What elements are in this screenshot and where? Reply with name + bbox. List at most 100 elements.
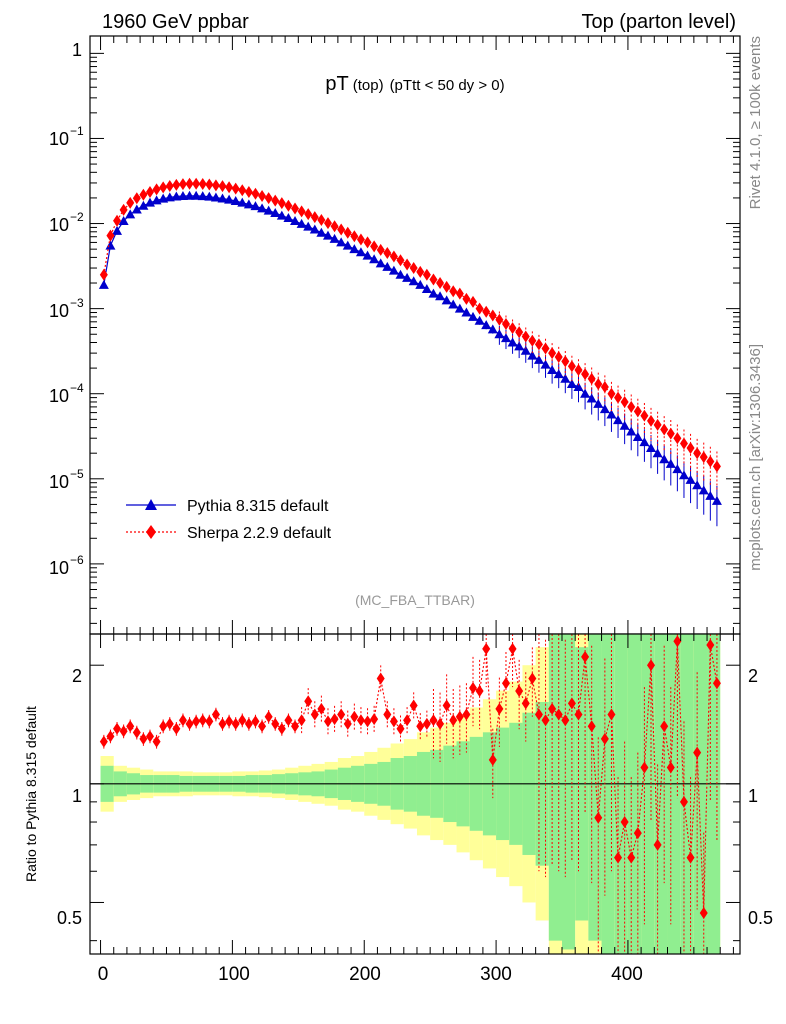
ratio-point [350,710,359,723]
ratio-point [323,715,332,728]
point-pythia [263,205,274,215]
point-sherpa [323,217,332,230]
lower-ticks [90,634,740,954]
point-sherpa [185,177,194,190]
point-pythia [692,480,703,490]
point-sherpa [350,230,359,243]
point-sherpa [132,192,141,205]
point-pythia [342,240,353,250]
lower-frame [89,633,741,955]
point-sherpa [119,203,128,216]
point-sherpa [442,280,451,293]
point-pythia [210,192,221,202]
ratio-point [429,714,438,727]
ratio-point [119,725,128,738]
point-pythia [613,415,624,425]
point-pythia [415,279,426,289]
y-tick-exp-m1: −1 [70,124,84,138]
point-sherpa [244,185,253,198]
point-sherpa [145,185,154,198]
point-sherpa [449,285,458,298]
ratio-point [614,851,623,864]
ratio-point [172,722,181,735]
ratio-point [159,720,168,733]
point-sherpa [409,262,418,275]
point-pythia [191,190,202,200]
point-sherpa [469,295,478,308]
ratio-point [317,702,326,715]
point-sherpa [284,199,293,212]
point-pythia [382,261,393,271]
point-pythia [639,437,650,447]
ratio-point [587,720,596,733]
rivet-version-label: Rivet 4.1.0, ≥ 100k events [747,36,764,209]
ratio-point [594,811,603,824]
point-pythia [177,190,188,200]
legend-marker-pythia [145,499,157,510]
ratio-point [356,714,365,727]
point-sherpa [330,220,339,233]
point-sherpa [436,277,445,290]
point-sherpa [126,196,135,209]
ratio-point [508,642,517,655]
point-pythia [237,197,248,207]
ratio-point [139,732,148,745]
point-sherpa [271,194,280,207]
point-pythia [316,227,327,237]
ratio-point [495,702,504,715]
uncertainty-band-stat [680,634,694,954]
ratio-point [152,735,161,748]
ratio-point [198,714,207,727]
x-tick-label-200: 200 [349,964,381,985]
uncertainty-band-stat [614,634,628,954]
ratio-point [416,720,425,733]
point-sherpa [594,378,603,391]
point-sherpa [712,460,721,473]
point-sherpa [211,179,220,192]
point-sherpa [620,395,629,408]
point-sherpa [647,414,656,427]
ratio-point [528,672,537,685]
uncertainty-band-stat [641,634,655,954]
ratio-point [574,708,583,721]
point-pythia [112,225,123,235]
legend: Pythia 8.315 default Sherpa 2.2.9 defaul… [126,498,332,542]
ratio-point [343,717,352,730]
ratio-point [422,717,431,730]
y-tick-exp-m3: −3 [70,296,84,310]
ratio-point [515,685,524,698]
point-pythia [138,200,149,210]
ratio-tick-2-left: 2 [72,666,82,686]
point-sherpa [310,211,319,224]
point-pythia [626,426,637,436]
y-tick-label-10m1: 10 [49,129,69,149]
point-sherpa [528,334,537,347]
point-pythia [454,303,465,313]
point-pythia [481,320,492,330]
point-pythia [698,485,709,495]
ratio-point [396,722,405,735]
upper-y-ticks [90,36,740,634]
point-sherpa [396,254,405,267]
point-pythia [500,333,511,343]
point-sherpa [231,182,240,195]
y-tick-exp-m6: −6 [70,553,84,567]
point-pythia [349,244,360,254]
point-pythia [105,240,116,250]
y-tick-label-10m2: 10 [49,215,69,235]
point-sherpa [614,391,623,404]
point-pythia [560,373,571,383]
point-pythia [283,213,294,223]
mcplots-label: mcplots.cern.ch [arXiv:1306.3436] [747,344,764,571]
point-pythia [678,470,689,480]
point-pythia [230,196,241,206]
point-pythia [395,269,406,279]
point-sherpa [172,178,181,191]
point-pythia [303,221,314,231]
uncertainty-band-stat [588,634,602,941]
point-sherpa [660,423,669,436]
point-pythia [520,345,531,355]
point-sherpa [686,442,695,455]
ratio-point [205,715,214,728]
